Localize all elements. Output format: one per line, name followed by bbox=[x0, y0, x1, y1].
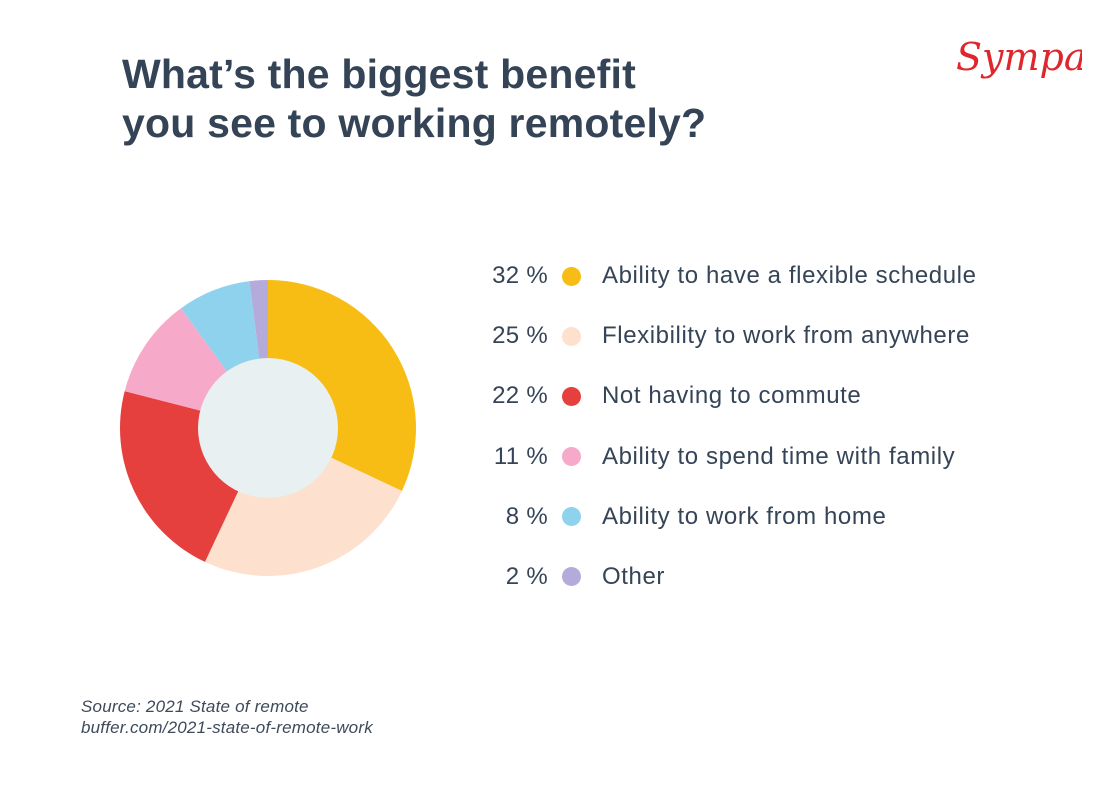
legend-item: 22 % Not having to commute bbox=[460, 377, 977, 437]
legend-dot-icon bbox=[562, 326, 581, 346]
legend-percentage: 11 % bbox=[493, 442, 548, 470]
donut-chart bbox=[119, 280, 416, 576]
legend-percentage: 8 % bbox=[505, 502, 548, 530]
legend-item: 25 % Flexibility to work from anywhere bbox=[460, 317, 977, 377]
legend-dot-icon bbox=[562, 386, 581, 406]
legend-dot-icon bbox=[562, 507, 581, 527]
legend-item: 32 % Ability to have a flexible schedule bbox=[460, 257, 977, 317]
source-url: buffer.com/2021-state-of-remote-work bbox=[81, 718, 373, 737]
legend-percentage: 2 % bbox=[505, 562, 548, 590]
chart-title-line-2: you see to working remotely? bbox=[122, 100, 707, 146]
sympa-logo-text: Sympa bbox=[956, 35, 1082, 79]
legend-label: Ability to work from home bbox=[602, 502, 887, 530]
donut-hole bbox=[198, 358, 338, 498]
legend-percentage: 25 % bbox=[492, 322, 548, 350]
legend-label: Other bbox=[602, 562, 666, 590]
legend-dot-icon bbox=[562, 447, 581, 467]
legend-item: 11 % Ability to spend time with family bbox=[460, 438, 977, 498]
chart-title-line-1: What’s the biggest benefit bbox=[122, 51, 636, 97]
legend-dot-icon bbox=[562, 266, 581, 286]
legend-label: Flexibility to work from anywhere bbox=[602, 322, 970, 350]
legend-dot-icon bbox=[562, 567, 581, 587]
legend-percentage: 32 % bbox=[492, 262, 548, 289]
source-note: Source: 2021 State of remote buffer.com/… bbox=[81, 696, 373, 738]
legend-item: 2 % Other bbox=[460, 558, 977, 618]
legend-label: Ability to have a flexible schedule bbox=[602, 262, 977, 289]
chart-legend: 32 % Ability to have a flexible schedule… bbox=[460, 257, 977, 618]
legend-percentage: 22 % bbox=[492, 382, 548, 410]
legend-item: 8 % Ability to work from home bbox=[460, 498, 977, 558]
chart-title: What’s the biggest benefit you see to wo… bbox=[122, 50, 706, 148]
legend-label: Not having to commute bbox=[602, 382, 862, 410]
source-line-1: Source: 2021 State of remote bbox=[81, 697, 309, 716]
sympa-logo: Sympa bbox=[956, 35, 1082, 79]
legend-label: Ability to spend time with family bbox=[602, 442, 956, 470]
